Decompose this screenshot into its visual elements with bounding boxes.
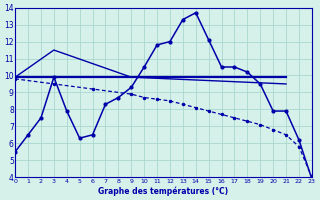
X-axis label: Graphe des températures (°C): Graphe des températures (°C)	[99, 186, 228, 196]
